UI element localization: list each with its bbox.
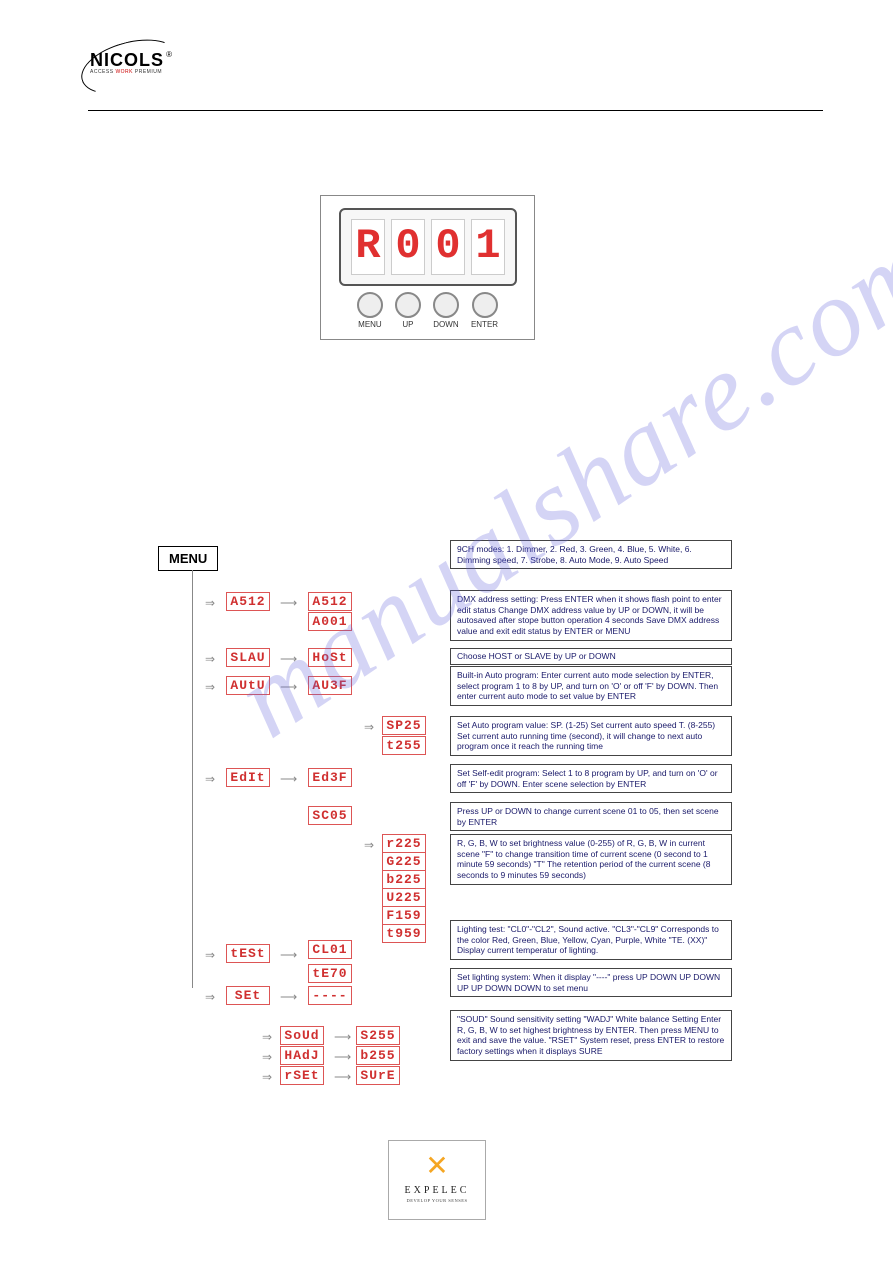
footer-logo: ✕ EXPELEC DEVELOP YOUR SENSES (388, 1140, 486, 1220)
desc-9ch: 9CH modes: 1. Dimmer, 2. Red, 3. Green, … (450, 540, 732, 569)
footer-brand-name: EXPELEC (389, 1185, 485, 1196)
brand-logo: NICOLS ACCESS WORK PREMIUM ® (90, 50, 164, 75)
seg-r225: r225 (382, 834, 426, 853)
arrow-icon: ⇒ (364, 838, 374, 852)
desc-dmx: DMX address setting: Press ENTER when it… (450, 590, 732, 641)
seg-sure: SUrE (356, 1066, 400, 1085)
seg-a512-2: A512 (308, 592, 352, 611)
seg-slau: SLAU (226, 648, 270, 667)
arrow-icon: ⟶ (334, 1030, 351, 1044)
seg-s255: S255 (356, 1026, 400, 1045)
header-divider (88, 110, 823, 111)
seg-hadj: HAdJ (280, 1046, 324, 1065)
menu-root-box: MENU (158, 546, 218, 571)
seg-dash: ---- (308, 986, 352, 1005)
seg-soud: SoUd (280, 1026, 324, 1045)
arrow-icon: ⇒ (205, 596, 215, 610)
device-panel: R 0 0 1 MENU UP DOWN ENTER (320, 195, 535, 340)
arrow-icon: ⇒ (262, 1030, 272, 1044)
seg-b225: b225 (382, 870, 426, 889)
arrow-icon: ⟶ (280, 772, 297, 786)
arrow-icon: ⟶ (280, 990, 297, 1004)
arrow-icon: ⇒ (205, 948, 215, 962)
lcd-display: R 0 0 1 (339, 208, 517, 286)
seg-te70: tE70 (308, 964, 352, 983)
arrow-icon: ⇒ (262, 1070, 272, 1084)
menu-flowchart: MENU ⇒ A512 ⟶ A512 A001 ⇒ SLAU ⟶ HoSt ⇒ … (150, 540, 790, 1100)
digit-2: 0 (391, 219, 425, 275)
registered-mark: ® (166, 50, 172, 59)
desc-autoprog: Built-in Auto program: Enter current aut… (450, 666, 732, 706)
seg-f159: F159 (382, 906, 426, 925)
seg-g225: G225 (382, 852, 426, 871)
digit-1: R (351, 219, 385, 275)
arrow-icon: ⟶ (334, 1070, 351, 1084)
desc-selfedit: Set Self-edit program: Select 1 to 8 pro… (450, 764, 732, 793)
arrow-icon: ⟶ (334, 1050, 351, 1064)
arrow-icon: ⇒ (205, 990, 215, 1004)
desc-lighttest: Lighting test: "CL0"-"CL2", Sound active… (450, 920, 732, 960)
seg-set: SEt (226, 986, 270, 1005)
arrow-icon: ⟶ (280, 948, 297, 962)
arrow-icon: ⟶ (280, 596, 297, 610)
footer-logo-icon: ✕ (389, 1153, 485, 1181)
desc-autoval: Set Auto program value: SP. (1-25) Set c… (450, 716, 732, 756)
button-row: MENU UP DOWN ENTER (321, 292, 534, 329)
footer-tagline: DEVELOP YOUR SENSES (389, 1198, 485, 1203)
seg-autu: AUtU (226, 676, 270, 695)
seg-test: tESt (226, 944, 270, 963)
arrow-icon: ⇒ (262, 1050, 272, 1064)
down-button-label: DOWN (433, 320, 459, 329)
enter-button-label: ENTER (471, 320, 498, 329)
arrow-icon: ⟶ (280, 680, 297, 694)
seg-u225: U225 (382, 888, 426, 907)
arrow-icon: ⟶ (280, 652, 297, 666)
digit-4: 1 (471, 219, 505, 275)
seg-sp25: SP25 (382, 716, 426, 735)
menu-button[interactable] (357, 292, 383, 318)
seg-cl01: CL01 (308, 940, 352, 959)
seg-t959: t959 (382, 924, 426, 943)
digit-3: 0 (431, 219, 465, 275)
arrow-icon: ⇒ (205, 652, 215, 666)
seg-b255-2: b255 (356, 1046, 400, 1065)
desc-soud: "SOUD" Sound sensitivity setting "WADJ" … (450, 1010, 732, 1061)
menu-trunk-line (192, 570, 193, 988)
seg-au3f: AU3F (308, 676, 352, 695)
up-button[interactable] (395, 292, 421, 318)
seg-a512-1: A512 (226, 592, 270, 611)
desc-setsys: Set lighting system: When it display "--… (450, 968, 732, 997)
down-button[interactable] (433, 292, 459, 318)
arrow-icon: ⇒ (205, 680, 215, 694)
seg-a001: A001 (308, 612, 352, 631)
up-button-label: UP (395, 320, 421, 329)
desc-scene: Press UP or DOWN to change current scene… (450, 802, 732, 831)
seg-edit: EdIt (226, 768, 270, 787)
seg-host: HoSt (308, 648, 352, 667)
seg-sc05: SC05 (308, 806, 352, 825)
seg-rset: rSEt (280, 1066, 324, 1085)
seg-ed3f: Ed3F (308, 768, 352, 787)
desc-rgbw: R, G, B, W to set brightness value (0-25… (450, 834, 732, 885)
arrow-icon: ⇒ (205, 772, 215, 786)
enter-button[interactable] (472, 292, 498, 318)
brand-name: NICOLS (90, 50, 164, 71)
menu-button-label: MENU (357, 320, 383, 329)
seg-t255: t255 (382, 736, 426, 755)
desc-hostslave: Choose HOST or SLAVE by UP or DOWN (450, 648, 732, 665)
arrow-icon: ⇒ (364, 720, 374, 734)
